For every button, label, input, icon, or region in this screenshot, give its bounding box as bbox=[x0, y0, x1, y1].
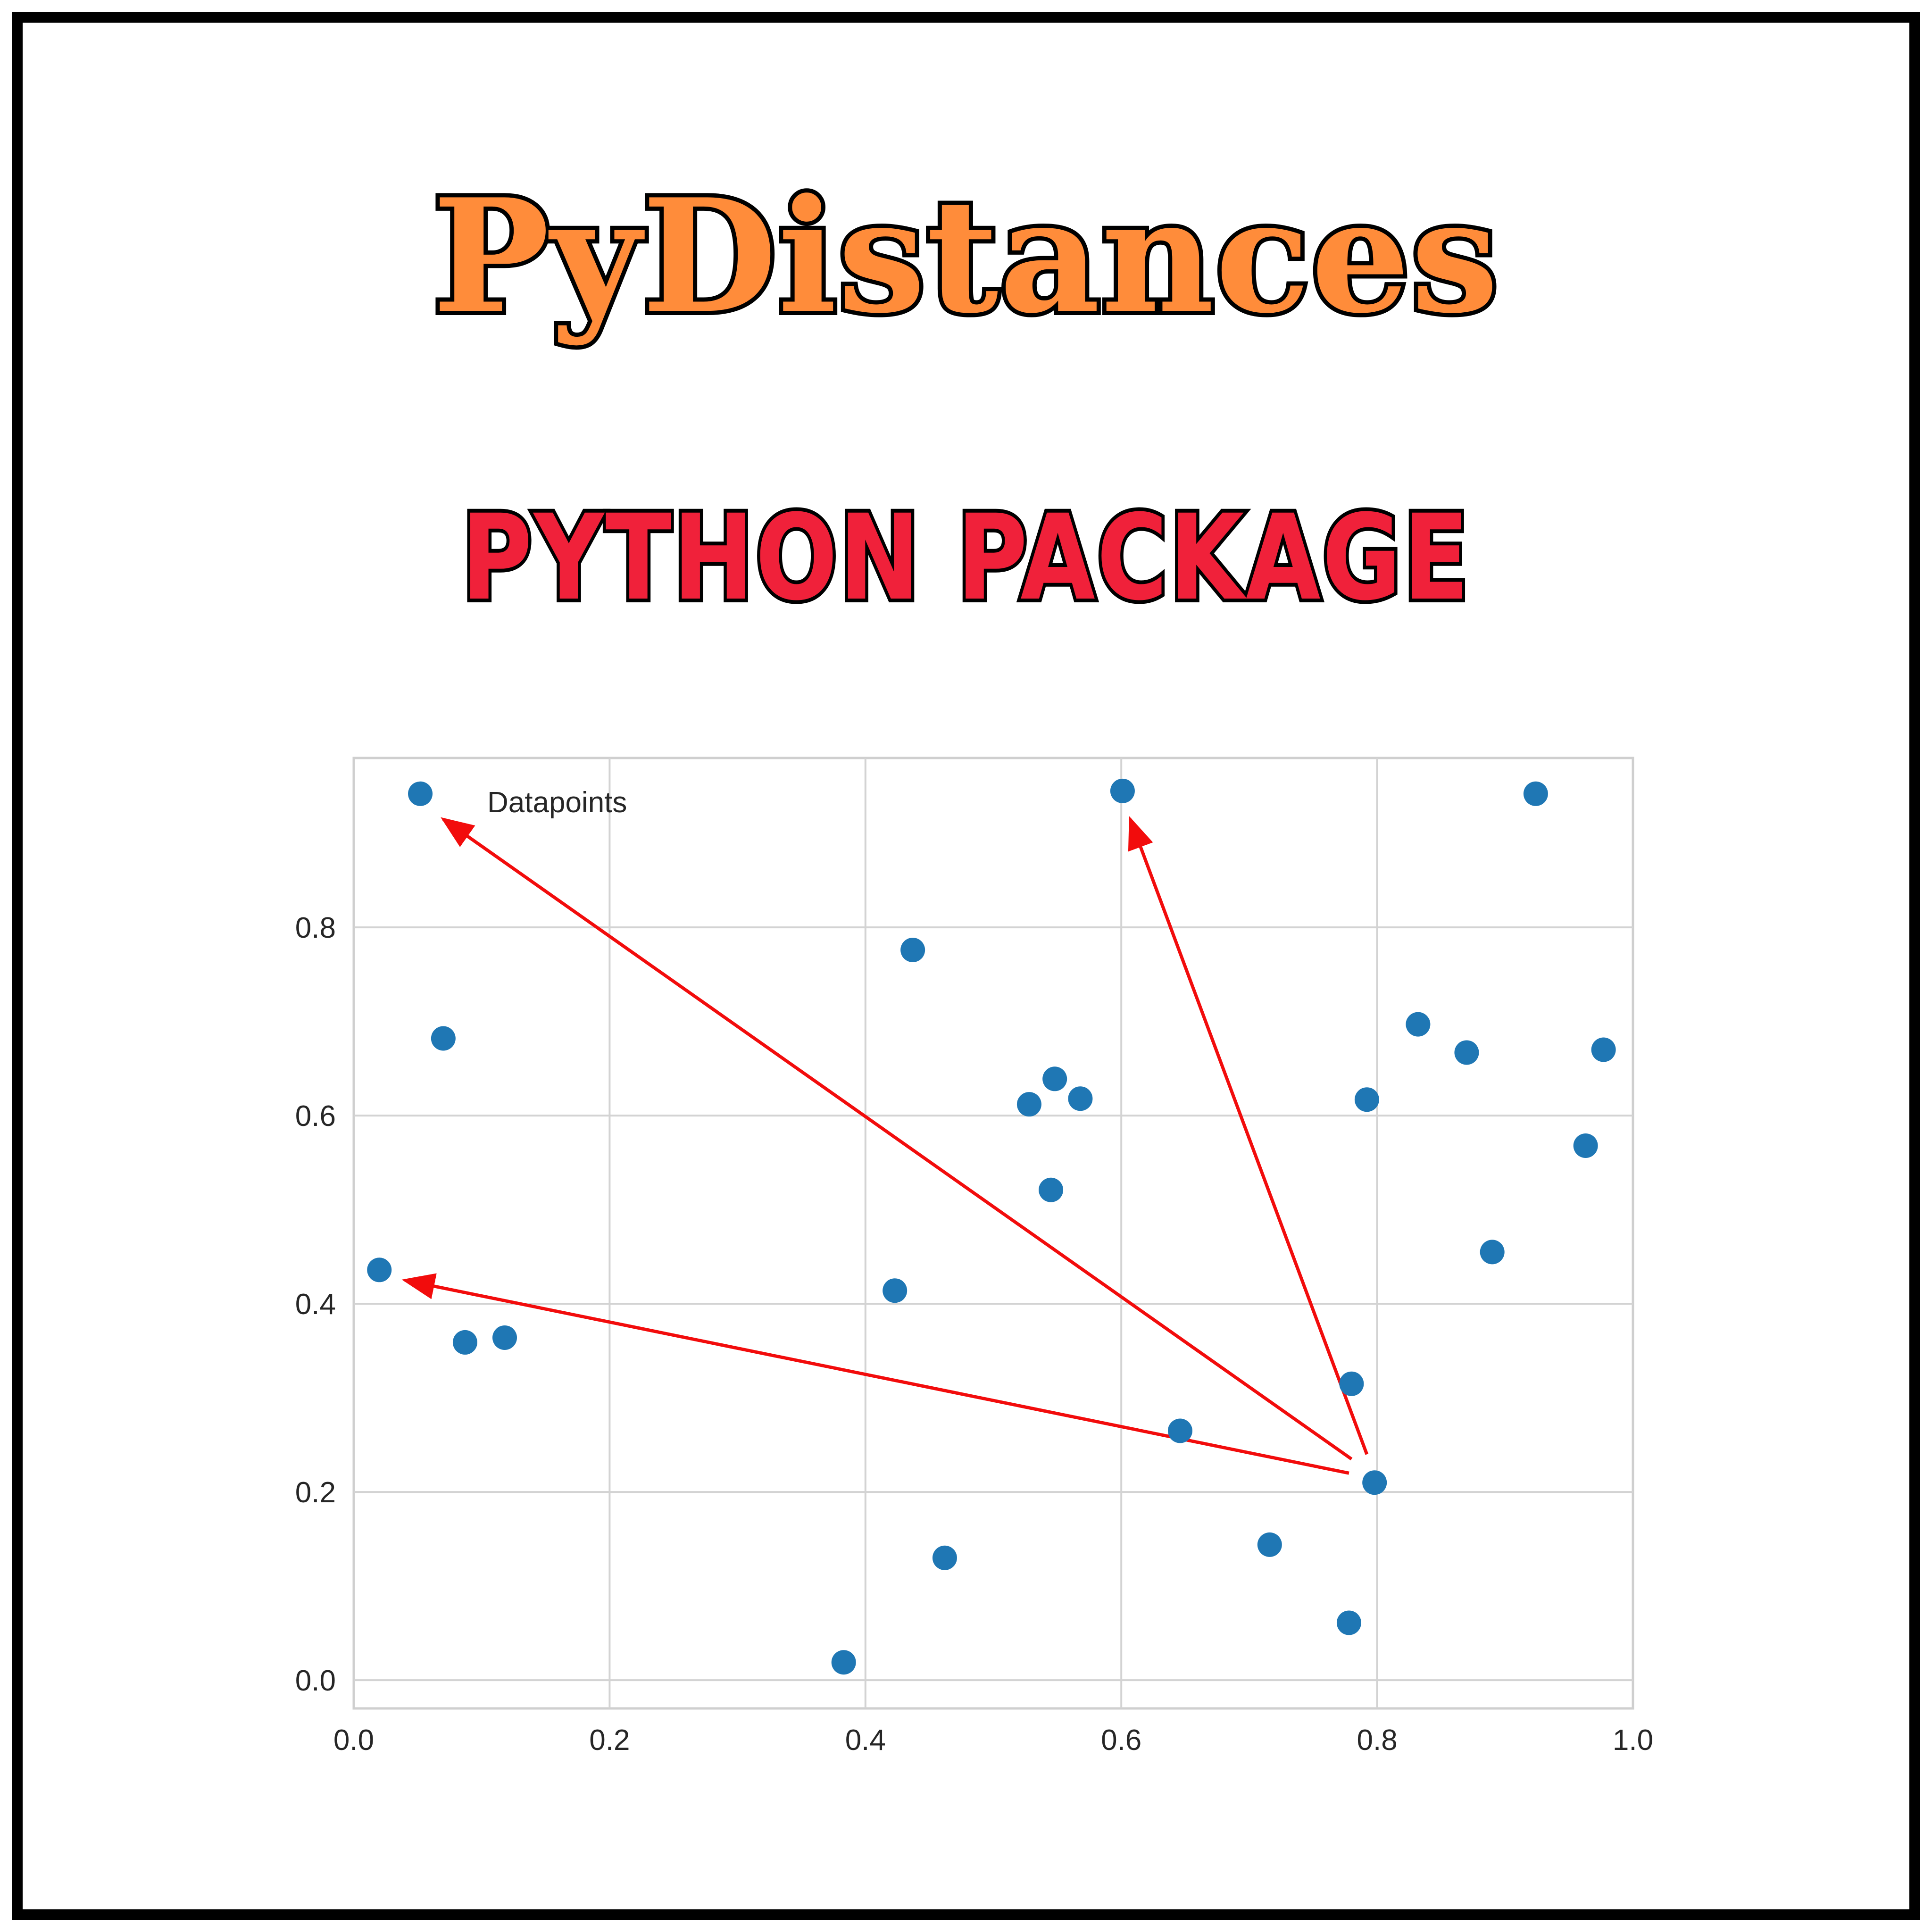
data-point bbox=[831, 1650, 856, 1675]
data-point bbox=[408, 781, 433, 806]
grid-lines bbox=[354, 758, 1633, 1708]
page-subtitle: PYTHON PACKAGE bbox=[458, 489, 1472, 626]
data-point bbox=[1406, 1012, 1431, 1037]
y-tick-label: 0.4 bbox=[295, 1288, 336, 1321]
data-point bbox=[367, 1257, 392, 1282]
plot-area bbox=[352, 757, 1634, 1710]
distance-arrow bbox=[441, 817, 1353, 1461]
data-point bbox=[452, 1330, 477, 1355]
data-point bbox=[1336, 1610, 1361, 1635]
page-title: PyDistances bbox=[428, 165, 1503, 348]
data-point bbox=[431, 1026, 456, 1051]
legend: Datapoints bbox=[487, 786, 627, 819]
data-point bbox=[1573, 1133, 1598, 1158]
tick-labels: 0.0 0.2 0.4 0.6 0.8 1.0 0.0 0.2 0.4 0.6 0.8 bbox=[295, 912, 1653, 1757]
data-point bbox=[1339, 1371, 1364, 1396]
x-tick-label: 0.4 bbox=[845, 1724, 886, 1757]
distance-arrow bbox=[1128, 816, 1369, 1455]
data-point bbox=[1042, 1066, 1067, 1091]
y-tick-label: 0.8 bbox=[295, 912, 336, 944]
x-tick-label: 0.8 bbox=[1357, 1724, 1397, 1757]
data-point bbox=[1110, 778, 1135, 803]
data-point bbox=[1454, 1040, 1479, 1065]
data-point bbox=[1257, 1532, 1282, 1557]
data-point bbox=[1362, 1470, 1387, 1495]
data-point bbox=[1068, 1086, 1093, 1111]
y-tick-label: 0.2 bbox=[295, 1476, 336, 1509]
data-point bbox=[1591, 1037, 1616, 1062]
data-point bbox=[1354, 1087, 1379, 1112]
legend-label: Datapoints bbox=[487, 786, 627, 819]
x-tick-label: 0.6 bbox=[1101, 1724, 1141, 1757]
x-tick-label: 1.0 bbox=[1613, 1724, 1653, 1757]
data-point bbox=[1523, 781, 1548, 806]
data-point bbox=[883, 1278, 908, 1303]
data-point bbox=[1167, 1418, 1192, 1443]
data-point bbox=[932, 1545, 957, 1570]
data-point bbox=[492, 1325, 517, 1350]
arrow-annotations bbox=[401, 816, 1369, 1475]
y-tick-label: 0.6 bbox=[295, 1100, 336, 1133]
data-points bbox=[367, 778, 1616, 1675]
data-point bbox=[1016, 1092, 1041, 1117]
data-point bbox=[1039, 1177, 1064, 1202]
x-tick-label: 0.0 bbox=[333, 1724, 374, 1757]
distance-arrow bbox=[401, 1273, 1349, 1475]
data-point bbox=[1480, 1240, 1505, 1265]
data-point bbox=[900, 937, 925, 962]
y-tick-label: 0.0 bbox=[295, 1665, 336, 1697]
x-tick-label: 0.2 bbox=[589, 1724, 630, 1757]
